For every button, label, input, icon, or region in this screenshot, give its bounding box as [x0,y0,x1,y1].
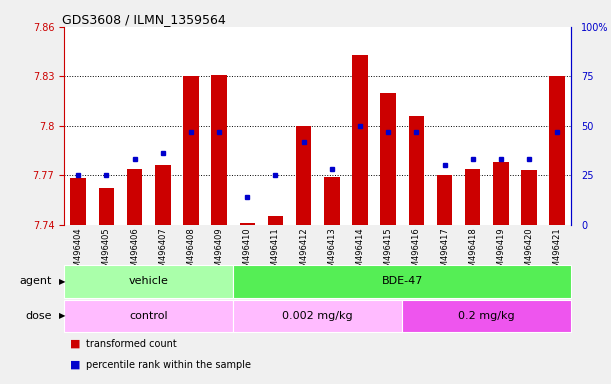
Bar [402,300,571,332]
Bar [324,177,340,225]
Bar [240,223,255,225]
Bar [352,55,368,225]
Text: 0.2 mg/kg: 0.2 mg/kg [458,311,515,321]
Bar [183,76,199,225]
Text: ■: ■ [70,339,81,349]
Text: transformed count: transformed count [86,339,177,349]
Text: vehicle: vehicle [129,276,169,286]
Text: GDS3608 / ILMN_1359564: GDS3608 / ILMN_1359564 [62,13,225,26]
Bar [381,93,396,225]
Text: control: control [130,311,168,321]
Text: percentile rank within the sample: percentile rank within the sample [86,360,251,370]
Text: ■: ■ [70,360,81,370]
Bar [233,265,571,298]
Bar [521,170,537,225]
Bar [98,189,114,225]
Bar [64,300,233,332]
Bar [437,175,452,225]
Bar [233,300,402,332]
Bar [268,217,284,225]
Bar [465,169,480,225]
Text: BDE-47: BDE-47 [381,276,423,286]
Text: ▶: ▶ [59,311,66,320]
Bar [211,74,227,225]
Text: agent: agent [20,276,52,286]
Bar [549,76,565,225]
Bar [70,179,86,225]
Bar [409,116,424,225]
Bar [493,162,508,225]
Text: 0.002 mg/kg: 0.002 mg/kg [282,311,353,321]
Bar [127,169,142,225]
Text: dose: dose [26,311,52,321]
Bar [296,126,312,225]
Bar [155,166,170,225]
Bar [64,265,233,298]
Text: ▶: ▶ [59,277,66,286]
